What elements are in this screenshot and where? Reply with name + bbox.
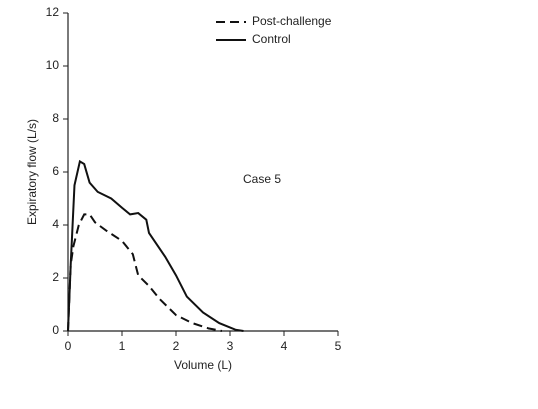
legend-label: Control — [252, 32, 291, 46]
y-tick-label: 10 — [46, 58, 60, 72]
line-series — [67, 159, 244, 332]
y-axis-label: Expiratory flow (L/s) — [25, 119, 39, 225]
y-tick-label: 6 — [52, 164, 59, 178]
x-tick-label: 3 — [227, 339, 234, 353]
x-tick-label: 4 — [281, 339, 288, 353]
y-tick-label: 4 — [52, 217, 59, 231]
legend-label: Post-challenge — [252, 14, 332, 28]
y-tick-label: 12 — [46, 5, 60, 19]
x-tick-label: 5 — [335, 339, 342, 353]
y-tick-label: 2 — [52, 270, 59, 284]
x-tick-label: 0 — [65, 339, 72, 353]
y-tick-label: 8 — [52, 111, 59, 125]
x-tick-label: 2 — [173, 339, 180, 353]
y-tick-label: 0 — [52, 323, 59, 337]
x-axis-label: Volume (L) — [174, 358, 232, 372]
line-series — [67, 213, 223, 332]
annotation: Case 5 — [243, 172, 281, 186]
x-tick-label: 1 — [119, 339, 126, 353]
